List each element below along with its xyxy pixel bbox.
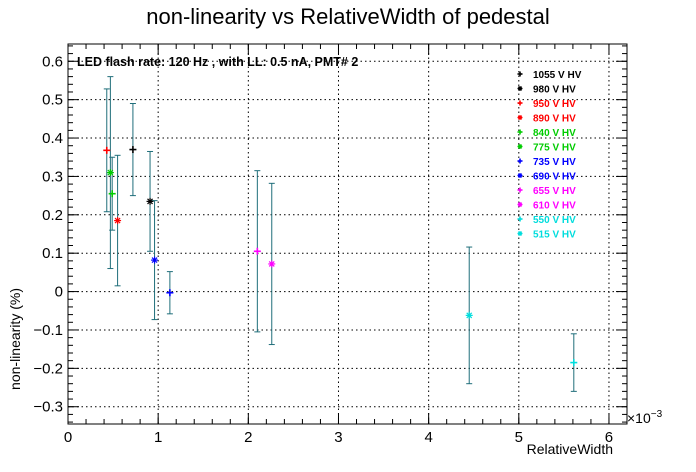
marker-stroke <box>114 217 121 224</box>
x-axis-multiplier-exponent: −3 <box>651 409 663 420</box>
x-tick-label: 0 <box>64 429 72 446</box>
data-point <box>129 146 137 154</box>
legend-label: 980 V HV <box>533 85 576 96</box>
legend-label: 840 V HV <box>533 128 576 139</box>
x-tick-label: 1 <box>154 429 162 446</box>
legend-label: 690 V HV <box>533 172 576 183</box>
marker-stroke <box>466 312 473 319</box>
legend-label: 655 V HV <box>533 186 576 197</box>
data-point <box>166 289 174 297</box>
legend-label: 735 V HV <box>533 157 576 168</box>
y-tick-label: 0.6 <box>42 53 63 70</box>
y-tick-label: 0.3 <box>42 168 63 185</box>
marker-stroke <box>517 231 523 236</box>
chart-annotation: LED flash rate: 120 Hz , with LL: 0.5 nA… <box>77 55 358 69</box>
x-tick-label: 6 <box>605 429 613 446</box>
marker-stroke <box>151 257 158 264</box>
y-tick-label: −0.2 <box>33 360 63 377</box>
data-point <box>103 146 111 154</box>
data-point <box>106 169 114 177</box>
legend-marker <box>517 129 523 135</box>
y-tick-label: −0.3 <box>33 399 63 416</box>
marker-stroke <box>517 86 523 91</box>
y-tick-label: 0.2 <box>42 207 63 224</box>
legend-label: 890 V HV <box>533 114 576 125</box>
legend-label: 610 V HV <box>533 201 576 212</box>
data-point <box>114 217 122 225</box>
marker-stroke <box>517 202 523 207</box>
legend-marker <box>517 216 523 222</box>
legend-marker <box>517 115 523 120</box>
legend-marker <box>517 100 523 106</box>
legend-label: 950 V HV <box>533 99 576 110</box>
data-point <box>146 197 154 205</box>
x-tick-label: 3 <box>334 429 342 446</box>
legend-marker <box>517 144 523 149</box>
y-tick-label: 0 <box>55 284 63 301</box>
y-axis-title: non-linearity (%) <box>7 288 23 390</box>
data-point <box>465 311 473 319</box>
data-point <box>570 359 578 367</box>
y-tick-label: 0.5 <box>42 92 63 109</box>
x-tick-label: 2 <box>244 429 252 446</box>
plot-frame <box>67 43 628 425</box>
chart-title: non-linearity vs RelativeWidth of pedest… <box>146 4 550 29</box>
legend-marker <box>517 231 523 236</box>
legend-label: 1055 V HV <box>533 70 582 81</box>
legend-marker <box>517 86 523 91</box>
data-point <box>108 190 116 198</box>
data-point <box>151 256 159 264</box>
legend: 1055 V HV 980 V HV 950 V HV 890 V HV 840 V H… <box>517 70 582 241</box>
data-point <box>253 247 261 255</box>
grid <box>67 44 627 424</box>
marker-stroke <box>147 198 153 205</box>
y-tick-label: 0.4 <box>42 130 63 147</box>
marker-stroke <box>107 169 114 176</box>
legend-marker <box>517 187 523 193</box>
legend-marker <box>517 71 523 77</box>
legend-marker <box>517 202 523 207</box>
legend-marker <box>517 173 523 178</box>
axes: 0 1 2 3 4 5 6 −0.3 −0.2 −0.1 0 0.1 0.2 0.3 0.4 0.5 0.6 <box>33 44 628 446</box>
y-tick-label: 0.1 <box>42 245 63 262</box>
x-axis-multiplier-base: ×10 <box>627 410 651 426</box>
data-markers <box>103 146 578 367</box>
legend-marker <box>517 158 523 164</box>
marker-stroke <box>517 173 523 178</box>
x-axis-multiplier: ×10−3 <box>627 409 663 426</box>
legend-label: 550 V HV <box>533 215 576 226</box>
legend-label: 515 V HV <box>533 230 576 241</box>
y-tick-label: −0.1 <box>33 322 63 339</box>
x-tick-label: 4 <box>424 429 432 446</box>
marker-stroke <box>517 115 523 120</box>
x-tick-label: 5 <box>515 429 523 446</box>
marker-stroke <box>268 260 275 267</box>
legend-label: 775 V HV <box>533 143 576 154</box>
marker-stroke <box>517 144 523 149</box>
x-axis-title: RelativeWidth <box>527 441 613 457</box>
data-point <box>268 260 276 268</box>
